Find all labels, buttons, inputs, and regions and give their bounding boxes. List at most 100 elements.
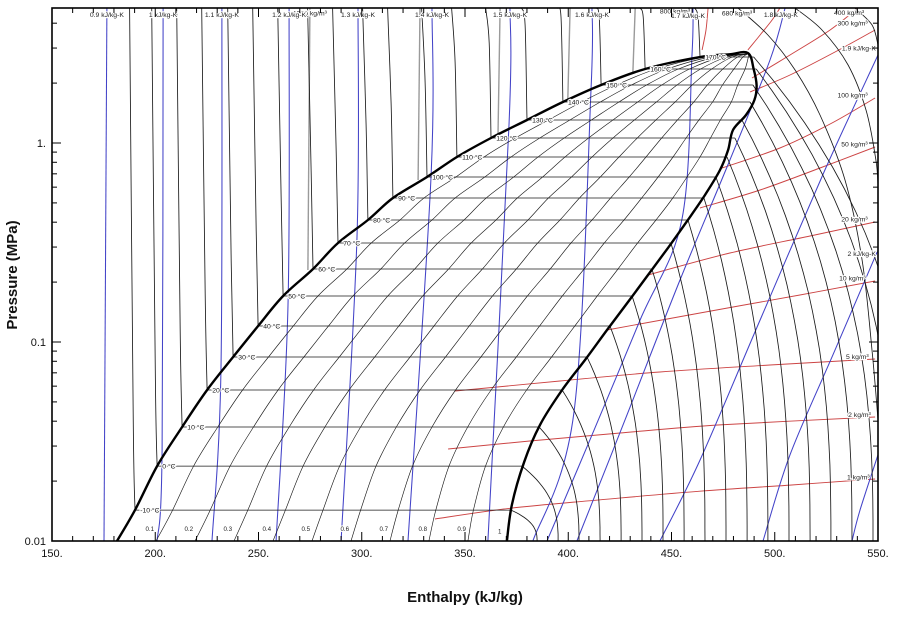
- isotherm-superheat-110: [726, 156, 790, 541]
- axes: 150. 200. 250. 300. 350. 400. 450. 500. 550. 1. 0.…: [25, 7, 889, 560]
- liquid-isochore-u4: [632, 8, 636, 73]
- isentrope-label-1.4: 1.4 kJ/kg-K: [415, 12, 449, 19]
- isotherm-superheat-30: [586, 356, 622, 541]
- isochore-2: [448, 416, 876, 450]
- liquid-isochore-lines: [307, 8, 636, 271]
- saturation-dome: [115, 50, 758, 541]
- isotherm-superheat-160: [755, 68, 878, 338]
- x-tick-label: 500.: [764, 548, 785, 560]
- isotherm-label-10: 10 °C: [187, 423, 204, 431]
- quality-label-0.7: 0.7: [379, 526, 388, 533]
- isotherm-label-90: 90 °C: [398, 194, 415, 202]
- quality-label-0.2: 0.2: [184, 526, 193, 533]
- isotherm-superheat-130: [741, 119, 832, 541]
- quality-label-0.6: 0.6: [340, 526, 349, 533]
- isochore-lines: [434, 8, 876, 520]
- isentrope-label-1.6: 1.6 kJ/kg-K: [575, 12, 609, 19]
- x-tick-label: 550.: [867, 548, 888, 560]
- isotherm-superheat-40: [609, 325, 643, 541]
- isotherm-liquid-20: [201, 8, 208, 391]
- isochore-100: [721, 97, 876, 169]
- x-tick-label: 450.: [661, 548, 682, 560]
- isentrope-label-2: 2 kJ/kg-K: [848, 251, 877, 258]
- isotherm-liquid-40: [252, 8, 259, 327]
- isentrope-2.1: [851, 454, 878, 541]
- isochore-label-20: 20 kg/m³: [841, 217, 868, 224]
- isentrope-1.1: [211, 8, 223, 541]
- isotherm-superheat--10: [510, 509, 538, 541]
- isochore-label-1: 1 kg/m³: [847, 475, 870, 482]
- isotherm-liquid-90: [387, 8, 394, 199]
- x-tick-label: 350.: [454, 548, 475, 560]
- isentrope-1.9: [659, 54, 878, 541]
- isotherm-superheat-90: [703, 197, 748, 541]
- isochore-800: [701, 8, 709, 51]
- isotherm-liquid-10: [176, 8, 183, 428]
- isentrope-label-1.1: 1.1 kJ/kg-K: [205, 12, 239, 19]
- isotherm-superheat-0: [521, 465, 559, 541]
- isotherm-label-60: 60 °C: [318, 265, 335, 273]
- x-tick-label: 200.: [145, 548, 166, 560]
- isochore-label-50: 50 kg/m³: [841, 142, 868, 149]
- isotherm-label-150: 150 °C: [606, 81, 627, 89]
- quality-label-1: 1: [498, 529, 502, 536]
- quality-line-0.7: [389, 53, 748, 541]
- isochore-10: [607, 280, 876, 331]
- x-tick-label: 150.: [41, 548, 62, 560]
- isentrope-1: [156, 8, 164, 541]
- isotherm-label-30: 30 °C: [238, 353, 255, 361]
- isotherm-superheat-140: [749, 101, 853, 541]
- x-axis-title: Enthalpy (kJ/kg): [407, 589, 523, 606]
- isochore-label-400: 400 kg/m³: [834, 10, 865, 17]
- isentrope-0.9: [103, 8, 108, 541]
- isochore-label-680: 680 kg/m³: [722, 11, 753, 18]
- isotherm-superheat-150: [752, 84, 874, 541]
- isotherm-supercritical-2: [854, 8, 878, 46]
- isentrope-1.4: [407, 8, 434, 541]
- isentrope-label-1.5: 1.5 kJ/kg-K: [493, 12, 527, 19]
- isochore-label-100: 100 kg/m³: [837, 92, 868, 99]
- quality-lines: [155, 53, 749, 541]
- quality-line-0.9: [467, 53, 749, 541]
- isotherm-liquid-110: [451, 8, 458, 158]
- quality-label-0.1: 0.1: [145, 526, 154, 533]
- isentrope-2: [762, 249, 878, 541]
- isentrope-1.7: [546, 8, 694, 541]
- isochore-5: [455, 358, 876, 392]
- isentrope-lines: [103, 8, 878, 541]
- isentrope-1.8: [576, 8, 786, 541]
- quality-line-0.5: [311, 53, 748, 541]
- liquid-isochore-u1: [417, 8, 421, 181]
- isotherm-label-130: 130 °C: [532, 116, 553, 124]
- isotherm-supercritical-0: [737, 8, 878, 420]
- isotherm-liquid-170: [694, 8, 701, 58]
- isentrope-1.5: [487, 8, 512, 541]
- isentrope-label-1: 1 kJ/kg-K: [149, 12, 178, 19]
- isotherm-label--10: -10 °C: [140, 506, 159, 514]
- liquid-isochore-u2: [497, 8, 501, 136]
- isochore-400: [751, 8, 859, 79]
- quality-label-0.9: 0.9: [457, 526, 466, 533]
- isotherm-superheat-60: [651, 268, 685, 541]
- y-tick-label: 0.1: [31, 337, 46, 349]
- isotherm-liquid-130: [521, 8, 528, 121]
- isotherm-liquid-120: [485, 8, 492, 139]
- isochore-label-800: 800 kg/m³: [660, 8, 691, 15]
- isotherm-label-20: 20 °C: [212, 386, 229, 394]
- isotherm-superheat-170: [753, 56, 878, 269]
- x-tick-label: 400.: [558, 548, 579, 560]
- quality-line-0.1: [155, 53, 748, 541]
- isochore-1: [434, 478, 876, 520]
- plot-border: [51, 7, 879, 542]
- isochore-label-300: 300 kg/m³: [837, 21, 868, 28]
- isotherm-label-110: 110 °C: [462, 153, 482, 161]
- isotherm-supercritical-1: [794, 8, 878, 186]
- isotherm-lines: [129, 8, 878, 541]
- quality-line-0.4: [272, 53, 748, 541]
- isotherm-liquid-70: [332, 8, 339, 244]
- isentrope-label-1.3: 1.3 kJ/kg-K: [341, 12, 375, 19]
- y-axis-title: Pressure (MPa): [4, 220, 21, 329]
- isotherm-liquid-50: [277, 8, 284, 297]
- isotherm-superheat-120: [734, 137, 811, 541]
